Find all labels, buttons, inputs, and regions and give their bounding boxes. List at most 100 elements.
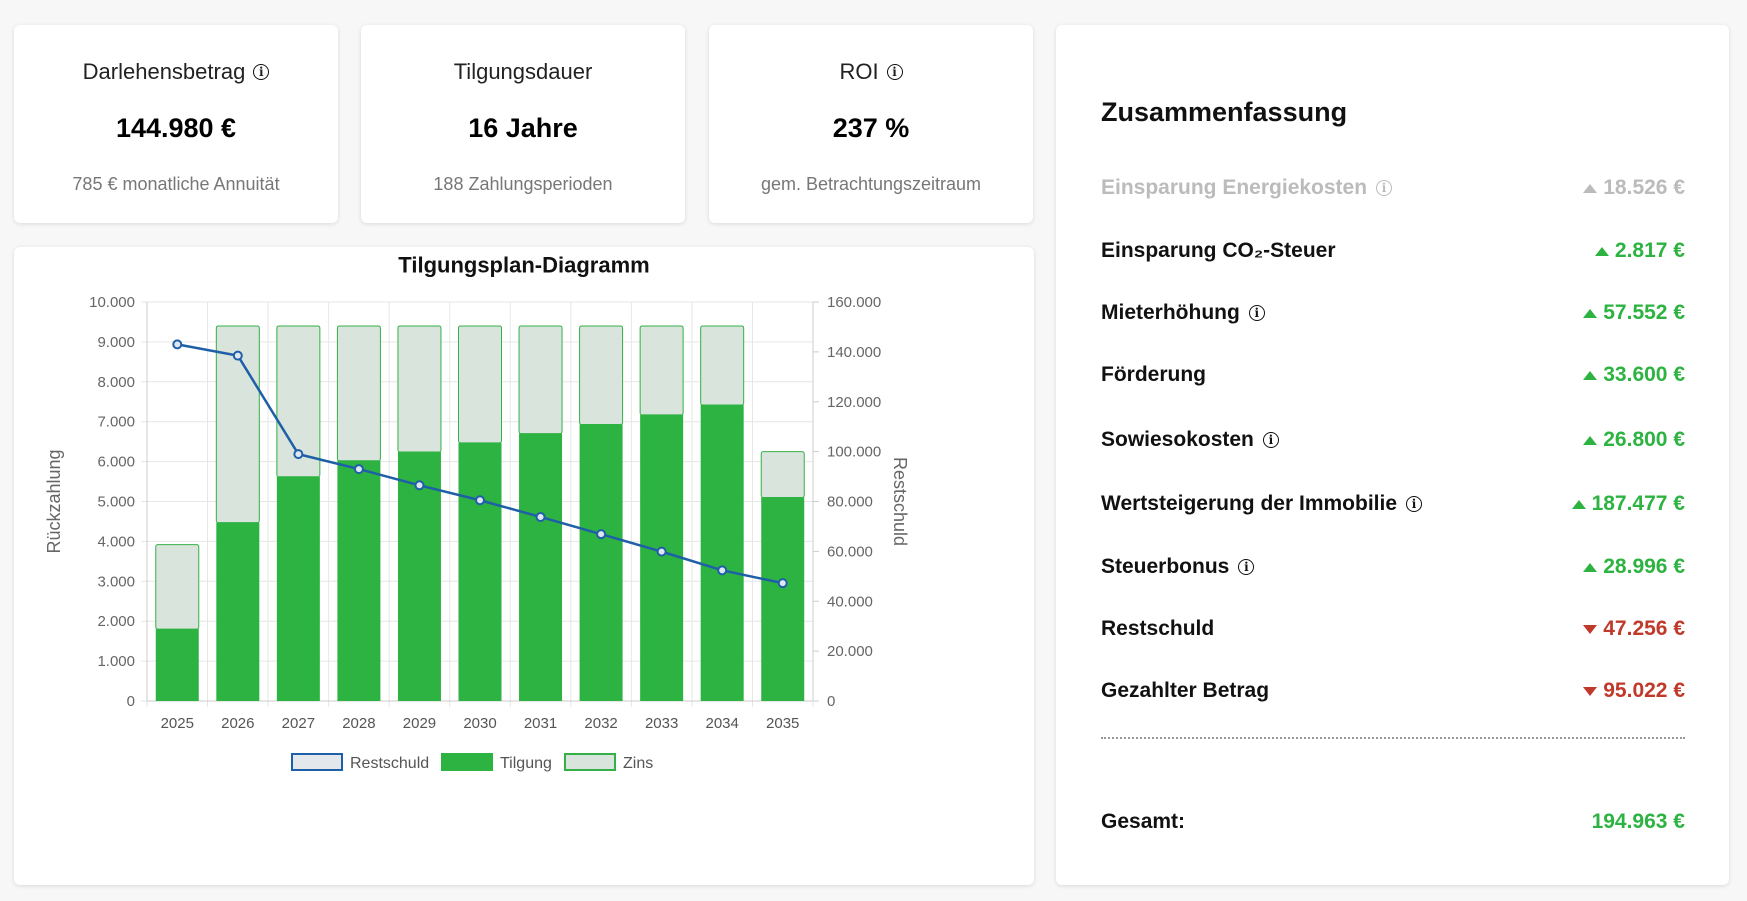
x-tick-label: 2033: [645, 715, 678, 732]
y2-tick-label: 120.000: [827, 394, 881, 411]
x-tick-label: 2027: [282, 715, 315, 732]
arrow-up-icon: [1571, 499, 1586, 509]
y-tick-label: 7.000: [97, 414, 135, 431]
y2-tick-label: 140.000: [827, 344, 881, 361]
summary-row-label: Einsparung CO₂-Steuer: [1101, 239, 1336, 263]
summary-row-value: 2.817 €: [1614, 239, 1685, 262]
info-icon[interactable]: i: [886, 64, 903, 80]
summary-row-text: Wertsteigerung der Immobilie: [1101, 492, 1397, 515]
kpi-subtitle: 785 € monatliche Annuität: [72, 174, 280, 194]
y2-tick-label: 80.000: [827, 494, 873, 511]
kpi-value: 237 %: [832, 113, 910, 143]
summary-row-amount: 57.552 €: [1583, 301, 1685, 325]
y2-tick-label: 40.000: [827, 593, 873, 610]
summary-row: Förderung 33.600 €: [1101, 360, 1685, 390]
summary-row: Gezahlter Betrag 95.022 €: [1101, 676, 1685, 706]
amortization-chart: Tilgungsplan-Diagramm 0 1.000 2.000 3.000 4.0…: [44, 252, 910, 772]
bar-zins: [760, 451, 805, 499]
info-icon[interactable]: i: [1238, 559, 1255, 575]
summary-row-value: 33.600 €: [1603, 363, 1685, 386]
restschuld-point: [414, 480, 425, 491]
restschuld-point: [293, 449, 304, 460]
y-tick-label: 2.000: [97, 613, 135, 630]
bar-zins: [155, 544, 200, 630]
x-tick-label: 2032: [584, 715, 617, 732]
summary-row: Restschuld 47.256 €: [1101, 614, 1685, 644]
x-tick-label: 2031: [524, 715, 557, 732]
summary-row-amount: 18.526 €: [1583, 176, 1685, 200]
info-icon[interactable]: i: [1248, 305, 1265, 321]
summary-row-amount: 2.817 €: [1594, 239, 1685, 263]
summary-row-text: Einsparung Energiekosten: [1101, 176, 1368, 199]
legend-swatch: [291, 753, 343, 771]
kpi-title: Tilgungsdauer: [453, 59, 593, 84]
arrow-down-icon: [1583, 686, 1598, 696]
arrow-up-icon: [1583, 562, 1598, 572]
summary-row-value: 187.477 €: [1591, 492, 1685, 515]
restschuld-point: [717, 565, 728, 576]
legend-label: Tilgung: [500, 755, 552, 772]
summary-row-text: Mieterhöhung: [1101, 301, 1240, 324]
restschuld-point: [353, 464, 364, 475]
summary-row-label: Einsparung Energiekosten i: [1101, 176, 1393, 200]
summary-row-value: 95.022 €: [1603, 679, 1685, 702]
bar-tilgung: [640, 414, 684, 701]
summary-divider: [1101, 737, 1685, 739]
bar-tilgung: [519, 433, 563, 701]
summary-row-amount: 26.800 €: [1583, 428, 1685, 452]
summary-row-label: Sowiesokosten i: [1101, 428, 1279, 452]
summary-row: Einsparung CO₂-Steuer 2.817 €: [1101, 236, 1685, 266]
y-axis-label: Rückzahlung: [44, 449, 64, 553]
x-tick-label: 2025: [161, 715, 194, 732]
y-tick-label: 8.000: [97, 374, 135, 391]
info-icon[interactable]: i: [1376, 180, 1393, 196]
summary-row-text: Steuerbonus: [1101, 555, 1230, 578]
legend-label: Zins: [623, 755, 653, 772]
summary-row-text: Restschuld: [1101, 617, 1215, 640]
x-tick-label: 2034: [705, 715, 738, 732]
summary-row-amount: 28.996 €: [1583, 555, 1685, 579]
summary-row: Sowiesokosten i 26.800 €: [1101, 425, 1685, 455]
y2-axis-label: Restschuld: [890, 457, 910, 546]
summary-row-value: 28.996 €: [1603, 555, 1685, 578]
bar-zins: [639, 325, 684, 416]
chart-title: Tilgungsplan-Diagramm: [398, 252, 649, 277]
bar-zins: [579, 325, 624, 425]
kpi-card-duration: Tilgungsdauer 16 Jahre 188 Zahlungsperio…: [361, 25, 685, 223]
y-tick-label: 6.000: [97, 454, 135, 471]
bar-tilgung: [276, 476, 320, 701]
arrow-up-icon: [1594, 246, 1609, 256]
summary-row-text: Förderung: [1101, 363, 1206, 386]
y2-tick-label: 60.000: [827, 543, 873, 560]
bar-zins: [458, 325, 502, 444]
kpi-value: 16 Jahre: [468, 113, 578, 143]
y-tick-label: 0: [127, 693, 135, 710]
bar-zins: [336, 325, 381, 462]
arrow-down-icon: [1583, 624, 1598, 634]
y-tick-label: 3.000: [97, 573, 135, 590]
summary-row-text: Gezahlter Betrag: [1101, 679, 1270, 702]
legend-swatch: [564, 753, 616, 771]
summary-row-value: 57.552 €: [1603, 301, 1685, 324]
x-tick-label: 2029: [403, 715, 436, 732]
kpi-title: ROI: [839, 59, 879, 84]
info-icon[interactable]: i: [1406, 496, 1422, 512]
bar-zins: [518, 325, 563, 435]
x-tick-label: 2026: [221, 715, 254, 732]
y-tick-label: 10.000: [89, 294, 135, 311]
bar-tilgung: [397, 452, 441, 701]
summary-row-label: Steuerbonus i: [1101, 555, 1255, 579]
chart-card: Tilgungsplan-Diagramm 0 1.000 2.000 3.000 4.0…: [14, 247, 1034, 885]
summary-row-value: 18.526 €: [1603, 176, 1685, 199]
summary-row-label: Gezahlter Betrag: [1101, 679, 1269, 703]
bar-tilgung: [216, 522, 260, 701]
kpi-value: 144.980 €: [115, 113, 237, 143]
kpi-subtitle: 188 Zahlungsperioden: [433, 174, 613, 194]
info-icon[interactable]: i: [1262, 432, 1279, 448]
total-amount: 194.963 €: [1591, 810, 1685, 833]
info-icon[interactable]: i: [253, 64, 270, 80]
arrow-up-icon: [1583, 308, 1598, 318]
y-tick-label: 4.000: [97, 533, 135, 550]
y-tick-label: 9.000: [97, 334, 135, 351]
bar-tilgung: [458, 442, 502, 701]
